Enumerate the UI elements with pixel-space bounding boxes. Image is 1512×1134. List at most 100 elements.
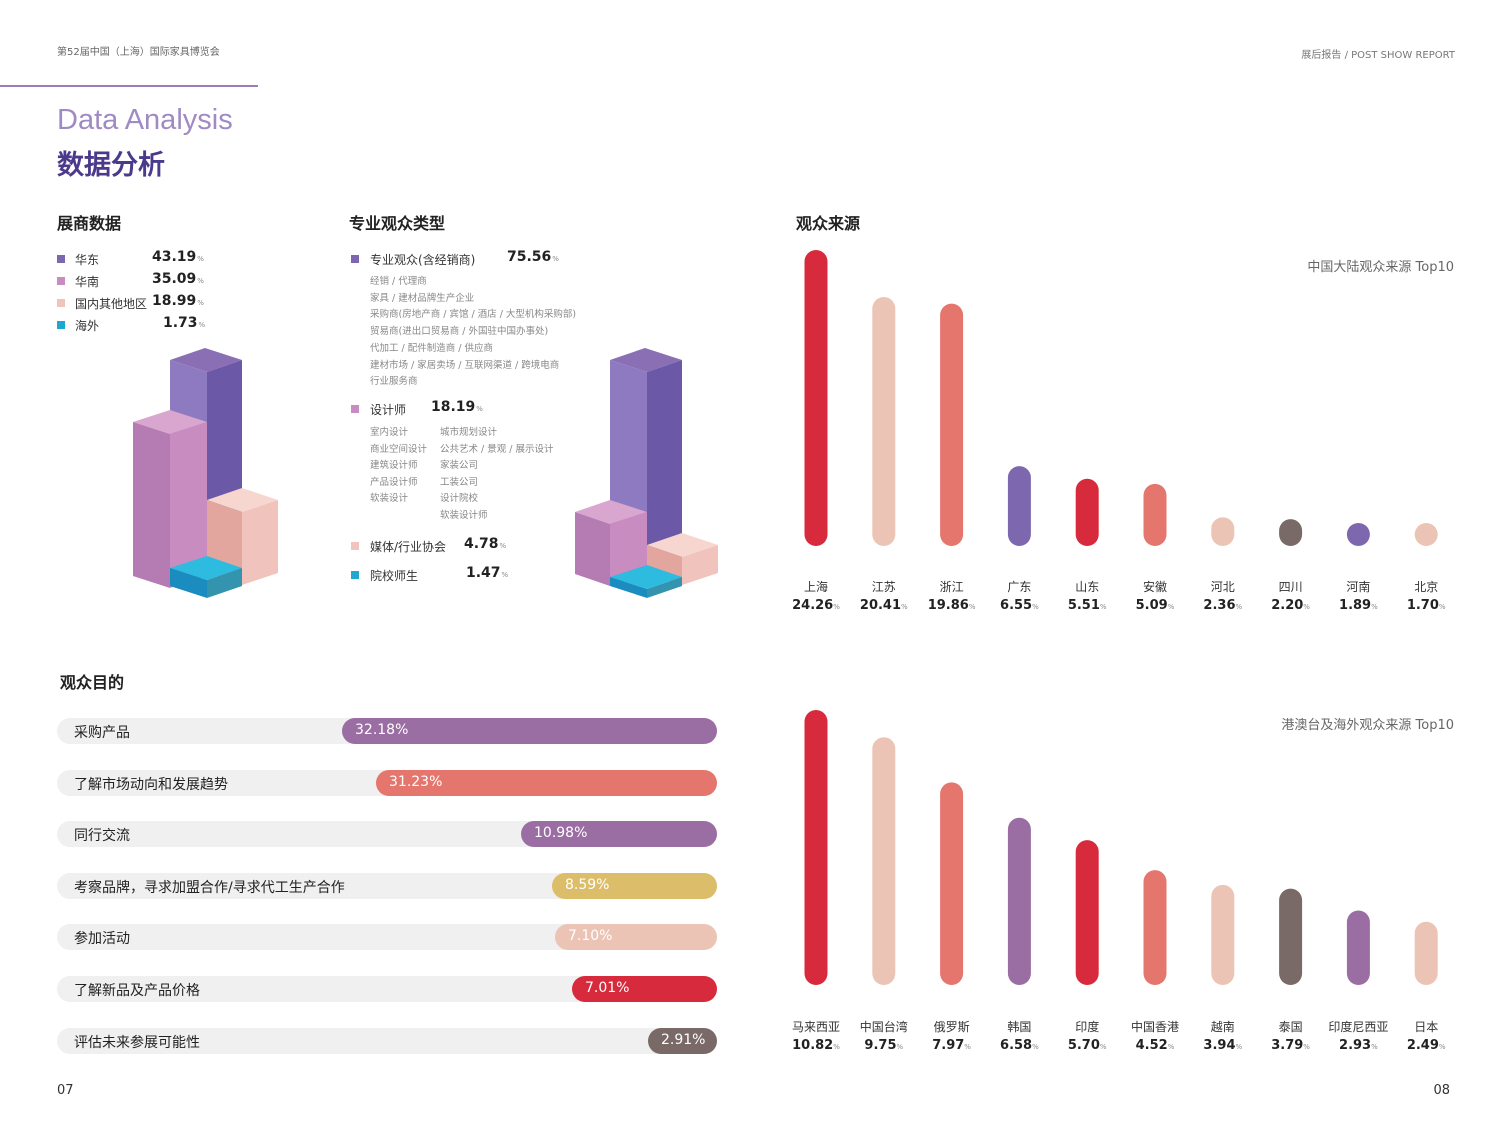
value-label: 1.89% bbox=[1339, 598, 1378, 613]
exhibitor-bar-south-right bbox=[170, 422, 207, 588]
percent-unit: % bbox=[969, 603, 976, 611]
percent-unit: % bbox=[197, 277, 204, 285]
purpose-bar-value: 7.01% bbox=[585, 980, 630, 996]
purpose-bar-label: 了解市场动向和发展趋势 bbox=[74, 776, 228, 793]
value-label: 6.55% bbox=[1000, 598, 1039, 613]
category-label: 河北 bbox=[1211, 580, 1235, 594]
value-label: 5.70% bbox=[1068, 1038, 1107, 1053]
percent-unit: % bbox=[1303, 603, 1310, 611]
value-label: 1.70% bbox=[1407, 598, 1446, 613]
purpose-bar-label: 考察品牌，寻求加盟合作/寻求代工生产合作 bbox=[74, 879, 345, 896]
percent-unit: % bbox=[1439, 1043, 1446, 1051]
percent-unit: % bbox=[1439, 603, 1446, 611]
purpose-bar-value: 8.59% bbox=[565, 876, 610, 893]
overseas-source-chart: 马来西亚 10.82% 中国台湾 9.75% 俄罗斯 7.97% 韩国 6.58% 印度 5.70… bbox=[792, 710, 1446, 1053]
purpose-bar-value: 32.18% bbox=[355, 722, 409, 738]
source-bar bbox=[1143, 870, 1167, 985]
legend-label: 国内其他地区 bbox=[75, 297, 148, 311]
purpose-bar-fill bbox=[552, 872, 717, 899]
value-label: 2.36% bbox=[1203, 598, 1242, 613]
exhibitor-bar-other-top bbox=[207, 488, 278, 512]
value-label: 7.97% bbox=[932, 1038, 971, 1053]
source-bar bbox=[1346, 522, 1370, 546]
legend-label: 华东 bbox=[75, 253, 100, 267]
value-label: 2.20% bbox=[1271, 598, 1310, 613]
legend-subitem: 产品设计师 bbox=[370, 476, 418, 488]
purpose-bar-label: 采购产品 bbox=[74, 725, 130, 741]
legend-subitem: 设计院校 bbox=[440, 493, 479, 505]
legend-swatch bbox=[57, 255, 65, 263]
value-label: 3.79% bbox=[1271, 1038, 1310, 1053]
legend-label: 海外 bbox=[75, 319, 100, 333]
audience-bar-student-top bbox=[610, 565, 682, 589]
source-bar bbox=[1075, 840, 1099, 985]
category-label: 中国台湾 bbox=[860, 1019, 908, 1034]
legend-swatch bbox=[351, 255, 359, 263]
purpose-bar-value: 31.23% bbox=[389, 773, 443, 790]
percent-unit: % bbox=[1168, 603, 1175, 611]
exhibitor-bar-east-top bbox=[170, 348, 242, 372]
legend-value: 4.78% bbox=[464, 536, 507, 552]
value-label: 6.58% bbox=[1000, 1038, 1039, 1053]
legend-subitem: 室内设计 bbox=[370, 427, 409, 438]
value-label: 24.26% bbox=[792, 598, 840, 613]
percent-unit: % bbox=[197, 255, 204, 263]
category-label: 广东 bbox=[1007, 580, 1031, 594]
source-bar bbox=[940, 303, 964, 546]
legend-subitem: 代加工 / 配件制造商 / 供应商 bbox=[370, 342, 493, 354]
legend-value: 1.47% bbox=[466, 565, 509, 581]
audience-bar-pro-top bbox=[610, 348, 682, 372]
exhibitor-bar-other-right bbox=[242, 500, 278, 585]
legend-label: 媒体/行业协会 bbox=[370, 540, 447, 554]
source-title: 观众来源 bbox=[796, 214, 861, 233]
purpose-bar-label: 同行交流 bbox=[74, 828, 130, 845]
source-bar bbox=[1414, 921, 1438, 985]
legend-value: 43.19% bbox=[152, 249, 204, 265]
audience-type-3d-chart bbox=[575, 348, 718, 598]
exhibitor-title: 展商数据 bbox=[57, 214, 122, 233]
category-label: 江苏 bbox=[872, 580, 896, 594]
legend-subitem: 建筑设计师 bbox=[370, 460, 418, 472]
source-bar bbox=[1414, 523, 1438, 546]
legend-subitem: 城市规划设计 bbox=[440, 427, 498, 438]
purpose-bar-label: 了解新品及产品价格 bbox=[74, 983, 200, 999]
legend-label: 院校师生 bbox=[370, 569, 419, 583]
purpose-bar-track bbox=[57, 1027, 717, 1054]
audience-bar-student-left bbox=[610, 577, 647, 598]
purpose-bar-fill bbox=[572, 976, 717, 1002]
percent-unit: % bbox=[964, 1043, 971, 1051]
category-label: 马来西亚 bbox=[792, 1020, 840, 1034]
value-label: 10.82% bbox=[792, 1038, 840, 1053]
audience-bar-designer-right bbox=[610, 512, 647, 586]
mainland-source-chart: 上海 24.26% 江苏 20.41% 浙江 19.86% 广东 6.55% 山东 5.51% 安徽… bbox=[792, 250, 1446, 613]
legend-swatch bbox=[351, 542, 359, 550]
percent-unit: % bbox=[1032, 1043, 1039, 1051]
exhibitor-bar-overseas-right bbox=[207, 568, 242, 598]
source-bar bbox=[1075, 478, 1099, 546]
category-label: 印度尼西亚 bbox=[1328, 1019, 1388, 1034]
purpose-bar-fill bbox=[555, 924, 717, 951]
audience-bar-designer-top bbox=[575, 500, 647, 524]
source-bar bbox=[872, 296, 896, 546]
purpose-bar-value: 2.91% bbox=[661, 1031, 706, 1048]
category-label: 浙江 bbox=[940, 580, 964, 594]
category-label: 安徽 bbox=[1143, 579, 1167, 594]
legend-swatch bbox=[57, 299, 65, 307]
purpose-bar-fill bbox=[376, 769, 717, 796]
value-label: 2.93% bbox=[1339, 1038, 1378, 1053]
report-header-left: 第52届中国（上海）国际家具博览会 bbox=[57, 47, 220, 58]
legend-value: 75.56% bbox=[507, 249, 559, 265]
percent-unit: % bbox=[1371, 603, 1378, 611]
purpose-bar-value: 7.10% bbox=[568, 928, 613, 945]
source-bar bbox=[804, 710, 828, 985]
source-bar bbox=[940, 782, 964, 985]
legend-label: 专业观众(含经销商) bbox=[370, 253, 476, 267]
legend-subitem: 建材市场 / 家居卖场 / 互联网渠道 / 跨境电商 bbox=[370, 359, 560, 371]
purpose-bar-fill bbox=[648, 1027, 717, 1054]
legend-value: 18.99% bbox=[152, 293, 204, 309]
source-bar bbox=[1211, 884, 1235, 985]
legend-subitem: 家具 / 建材品牌生产企业 bbox=[370, 292, 475, 304]
value-label: 4.52% bbox=[1136, 1038, 1175, 1053]
audience-bar-media-right bbox=[682, 545, 718, 585]
legend-subitem: 行业服务商 bbox=[370, 376, 418, 388]
